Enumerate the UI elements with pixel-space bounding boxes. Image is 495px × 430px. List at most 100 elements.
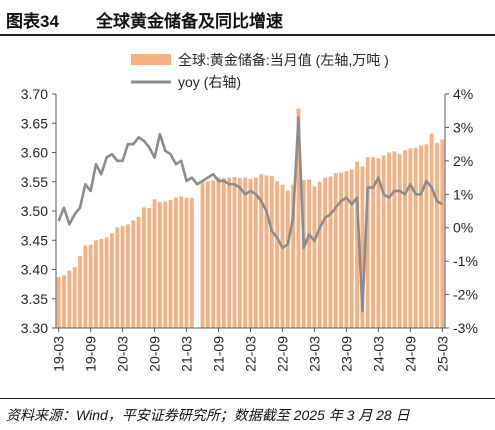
bar xyxy=(78,256,82,328)
x-tick-label: 24-03 xyxy=(370,336,386,372)
bar xyxy=(157,202,162,328)
left-tick-label: 3.30 xyxy=(21,320,48,336)
bar xyxy=(211,180,216,328)
x-tick-label: 19-09 xyxy=(83,336,99,372)
right-tick-label: -3% xyxy=(453,320,478,336)
bar xyxy=(365,157,370,328)
left-tick-label: 3.50 xyxy=(21,203,48,219)
bar xyxy=(94,240,98,328)
bar xyxy=(413,147,418,328)
x-tick-label: 20-03 xyxy=(115,336,131,372)
bar xyxy=(110,233,114,328)
bar xyxy=(397,154,402,328)
bar-series xyxy=(56,108,445,328)
legend-label-line: yoy (右轴) xyxy=(178,74,241,90)
left-tick-label: 3.60 xyxy=(21,145,48,161)
bar xyxy=(355,161,359,328)
yoy-line xyxy=(57,116,444,313)
bar xyxy=(104,237,109,328)
right-tick-label: -1% xyxy=(453,253,478,269)
left-tick-label: 3.55 xyxy=(21,174,48,190)
bar xyxy=(136,216,141,328)
yoy-line-series xyxy=(57,116,444,313)
bar xyxy=(381,155,386,328)
x-tick-label: 20-09 xyxy=(147,336,163,372)
bar xyxy=(323,177,328,328)
bar xyxy=(232,177,237,328)
bar xyxy=(67,270,72,328)
bar xyxy=(248,178,253,328)
bar xyxy=(56,277,61,328)
axes: 3.30 3.35 3.40 3.45 3.50 3.55 3.60 3.65 3.70 -3% -… xyxy=(21,86,478,372)
right-tick-label: -2% xyxy=(453,287,478,303)
bar xyxy=(189,198,194,328)
figure-footer: 资料来源：Wind，平安证券研究所；数据截至 2025 年 3 月 28 日 xyxy=(0,398,495,430)
right-tick-label: 3% xyxy=(453,119,473,135)
bar xyxy=(312,186,317,328)
x-tick-label: 23-09 xyxy=(338,336,354,372)
bar xyxy=(317,181,322,328)
bar xyxy=(419,145,423,328)
bar xyxy=(168,199,173,328)
bar xyxy=(237,178,242,328)
bar xyxy=(360,166,365,328)
bar xyxy=(440,139,445,328)
bar xyxy=(275,181,280,328)
right-tick-label: 4% xyxy=(453,86,473,102)
bar xyxy=(221,178,226,328)
right-tick-label: 2% xyxy=(453,153,473,169)
bar xyxy=(429,133,434,328)
bar xyxy=(126,224,130,328)
bar xyxy=(253,177,258,328)
bar xyxy=(307,179,312,328)
bar xyxy=(285,190,290,328)
bar xyxy=(408,148,413,328)
bar xyxy=(376,158,381,328)
bar xyxy=(184,197,189,328)
bar xyxy=(435,143,439,328)
bar xyxy=(131,220,136,328)
bar xyxy=(142,207,146,328)
bar xyxy=(179,196,184,328)
bar xyxy=(83,245,88,328)
left-tick-label: 3.35 xyxy=(21,291,48,307)
bar xyxy=(205,181,210,328)
legend: 全球:黄金储备:当月值 (左轴,万吨 ) yoy (右轴) xyxy=(131,52,389,90)
x-tick-label: 24-09 xyxy=(402,336,418,372)
bar xyxy=(339,172,344,328)
left-tick-label: 3.45 xyxy=(21,232,48,248)
bar xyxy=(403,150,407,328)
figure-title: 全球黄金储备及同比增速 xyxy=(96,12,283,31)
bar xyxy=(173,197,178,328)
bar xyxy=(328,176,333,328)
gold-reserves-chart: 3.30 3.35 3.40 3.45 3.50 3.55 3.60 3.65 3.70 -3% -… xyxy=(21,52,478,372)
legend-swatch-bar xyxy=(131,54,171,65)
bar xyxy=(259,174,264,328)
bar xyxy=(120,226,125,328)
figure-number: 图表34 xyxy=(6,12,59,31)
x-tick-label: 23-03 xyxy=(306,336,322,372)
bar xyxy=(163,201,168,328)
bar xyxy=(115,227,120,328)
bar xyxy=(200,181,205,328)
left-tick-label: 3.70 xyxy=(21,86,48,102)
bar xyxy=(344,171,349,328)
bar xyxy=(371,157,375,328)
right-tick-label: 1% xyxy=(453,186,473,202)
x-tick-label: 22-03 xyxy=(243,336,259,372)
bar xyxy=(291,184,296,328)
bar xyxy=(424,144,429,328)
bar xyxy=(227,177,232,328)
x-tick-label: 21-03 xyxy=(179,336,195,372)
bar xyxy=(216,177,221,328)
bar xyxy=(88,244,93,328)
left-tick-label: 3.40 xyxy=(21,262,48,278)
bar xyxy=(99,239,104,328)
x-tick-label: 21-09 xyxy=(211,336,227,372)
legend-label-bar: 全球:黄金储备:当月值 (左轴,万吨 ) xyxy=(178,52,389,68)
bar xyxy=(264,175,269,328)
bar xyxy=(147,208,152,328)
bar xyxy=(72,267,77,328)
x-tick-label: 25-03 xyxy=(434,336,450,372)
source-note: 资料来源：Wind，平安证券研究所；数据截至 2025 年 3 月 28 日 xyxy=(6,407,410,423)
